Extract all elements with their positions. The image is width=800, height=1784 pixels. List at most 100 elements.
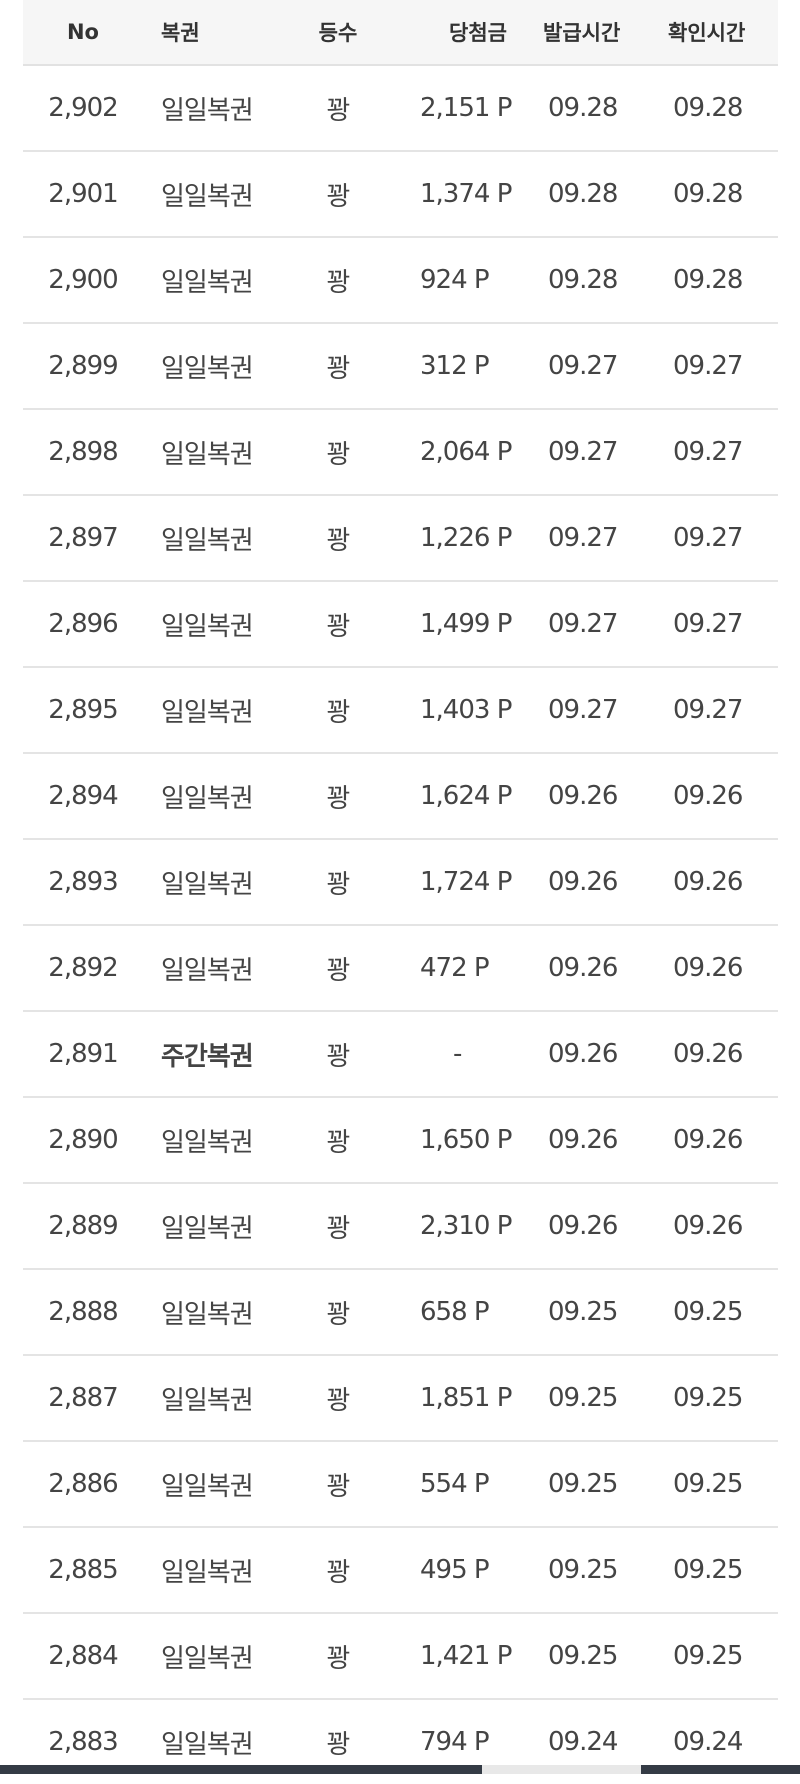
row-checked: 09.26	[673, 953, 743, 983]
row-no: 2,892	[48, 953, 118, 983]
row-checked: 09.27	[673, 437, 743, 467]
table-row[interactable]: 2,886 일일복권 꽝 554 P 09.25 09.25	[23, 1442, 778, 1528]
header-issued: 발급시간	[543, 21, 621, 45]
row-type: 일일복권	[161, 181, 254, 212]
row-amount: 2,310 P	[420, 1211, 512, 1241]
row-issued: 09.27	[548, 523, 618, 553]
row-no: 2,889	[48, 1211, 118, 1241]
row-no: 2,896	[48, 609, 118, 639]
row-rank: 꽝	[326, 1041, 351, 1072]
row-issued: 09.27	[548, 695, 618, 725]
table-row[interactable]: 2,898 일일복권 꽝 2,064 P 09.27 09.27	[23, 410, 778, 496]
row-checked: 09.25	[673, 1469, 743, 1499]
table-row[interactable]: 2,887 일일복권 꽝 1,851 P 09.25 09.25	[23, 1356, 778, 1442]
table-row[interactable]: 2,901 일일복권 꽝 1,374 P 09.28 09.28	[23, 152, 778, 238]
row-type: 일일복권	[161, 1557, 254, 1588]
row-checked: 09.28	[673, 265, 743, 295]
row-no: 2,885	[48, 1555, 118, 1585]
row-type: 일일복권	[161, 697, 254, 728]
table-row[interactable]: 2,888 일일복권 꽝 658 P 09.25 09.25	[23, 1270, 778, 1356]
row-rank: 꽝	[326, 1729, 351, 1760]
row-no: 2,895	[48, 695, 118, 725]
table-body: 2,902 일일복권 꽝 2,151 P 09.28 09.28 2,901 일일복권 꽝 1,3…	[23, 66, 778, 1784]
row-amount: 495 P	[420, 1555, 490, 1585]
row-amount: -	[453, 1039, 462, 1069]
row-amount: 1,421 P	[420, 1641, 512, 1671]
header-no: No	[66, 20, 99, 44]
row-rank: 꽝	[326, 955, 351, 986]
row-amount: 472 P	[420, 953, 490, 983]
row-rank: 꽝	[326, 95, 351, 126]
table-row[interactable]: 2,899 일일복권 꽝 312 P 09.27 09.27	[23, 324, 778, 410]
row-no: 2,901	[48, 179, 118, 209]
table-row[interactable]: 2,897 일일복권 꽝 1,226 P 09.27 09.27	[23, 496, 778, 582]
row-issued: 09.25	[548, 1641, 618, 1671]
row-amount: 1,374 P	[420, 179, 512, 209]
row-no: 2,897	[48, 523, 118, 553]
row-amount: 1,851 P	[420, 1383, 512, 1413]
table-row[interactable]: 2,892 일일복권 꽝 472 P 09.26 09.26	[23, 926, 778, 1012]
row-no: 2,900	[48, 265, 118, 295]
row-rank: 꽝	[326, 439, 351, 470]
table-row[interactable]: 2,895 일일복권 꽝 1,403 P 09.27 09.27	[23, 668, 778, 754]
lottery-history-table: No 복권 등수 당첨금 발급시간 확인시간 2,902 일일복권 꽝 2,151 P…	[23, 0, 778, 1784]
row-type: 일일복권	[161, 353, 254, 384]
row-no: 2,893	[48, 867, 118, 897]
row-issued: 09.26	[548, 1211, 618, 1241]
row-checked: 09.25	[673, 1555, 743, 1585]
header-amount: 당첨금	[449, 21, 507, 45]
table-row[interactable]: 2,884 일일복권 꽝 1,421 P 09.25 09.25	[23, 1614, 778, 1700]
row-rank: 꽝	[326, 1643, 351, 1674]
row-no: 2,883	[48, 1727, 118, 1757]
table-row[interactable]: 2,891 주간복권 꽝 - 09.26 09.26	[23, 1012, 778, 1098]
header-rank: 등수	[318, 21, 358, 45]
row-amount: 1,499 P	[420, 609, 512, 639]
table-row[interactable]: 2,896 일일복권 꽝 1,499 P 09.27 09.27	[23, 582, 778, 668]
row-issued: 09.27	[548, 351, 618, 381]
row-rank: 꽝	[326, 1557, 351, 1588]
row-type: 일일복권	[161, 955, 254, 986]
row-checked: 09.27	[673, 695, 743, 725]
row-amount: 312 P	[420, 351, 490, 381]
row-checked: 09.27	[673, 609, 743, 639]
row-issued: 09.28	[548, 179, 618, 209]
row-type: 일일복권	[161, 1299, 254, 1330]
row-issued: 09.24	[548, 1727, 618, 1757]
row-type: 일일복권	[161, 439, 254, 470]
row-rank: 꽝	[326, 1299, 351, 1330]
header-checked: 확인시간	[668, 21, 746, 45]
table-row[interactable]: 2,889 일일복권 꽝 2,310 P 09.26 09.26	[23, 1184, 778, 1270]
row-issued: 09.28	[548, 93, 618, 123]
row-type: 일일복권	[161, 1127, 254, 1158]
row-type: 일일복권	[161, 525, 254, 556]
row-no: 2,886	[48, 1469, 118, 1499]
row-rank: 꽝	[326, 1127, 351, 1158]
row-issued: 09.26	[548, 1125, 618, 1155]
table-row[interactable]: 2,890 일일복권 꽝 1,650 P 09.26 09.26	[23, 1098, 778, 1184]
row-checked: 09.26	[673, 867, 743, 897]
row-no: 2,890	[48, 1125, 118, 1155]
scroll-thumb[interactable]	[482, 1765, 641, 1774]
row-rank: 꽝	[326, 353, 351, 384]
row-no: 2,898	[48, 437, 118, 467]
header-type: 복권	[161, 21, 200, 45]
bottom-scroll-bar[interactable]	[0, 1765, 800, 1774]
table-row[interactable]: 2,902 일일복권 꽝 2,151 P 09.28 09.28	[23, 66, 778, 152]
row-checked: 09.25	[673, 1641, 743, 1671]
row-issued: 09.25	[548, 1555, 618, 1585]
row-amount: 1,650 P	[420, 1125, 512, 1155]
row-issued: 09.25	[548, 1297, 618, 1327]
row-amount: 2,151 P	[420, 93, 512, 123]
table-row[interactable]: 2,900 일일복권 꽝 924 P 09.28 09.28	[23, 238, 778, 324]
row-checked: 09.25	[673, 1383, 743, 1413]
table-row[interactable]: 2,894 일일복권 꽝 1,624 P 09.26 09.26	[23, 754, 778, 840]
row-type: 일일복권	[161, 1729, 254, 1760]
table-row[interactable]: 2,893 일일복권 꽝 1,724 P 09.26 09.26	[23, 840, 778, 926]
row-amount: 1,724 P	[420, 867, 512, 897]
table-row[interactable]: 2,885 일일복권 꽝 495 P 09.25 09.25	[23, 1528, 778, 1614]
row-type: 일일복권	[161, 783, 254, 814]
table-row[interactable]: 2,883 일일복권 꽝 794 P 09.24 09.24	[23, 1700, 778, 1784]
row-checked: 09.28	[673, 93, 743, 123]
row-type: 일일복권	[161, 1471, 254, 1502]
row-amount: 1,226 P	[420, 523, 512, 553]
